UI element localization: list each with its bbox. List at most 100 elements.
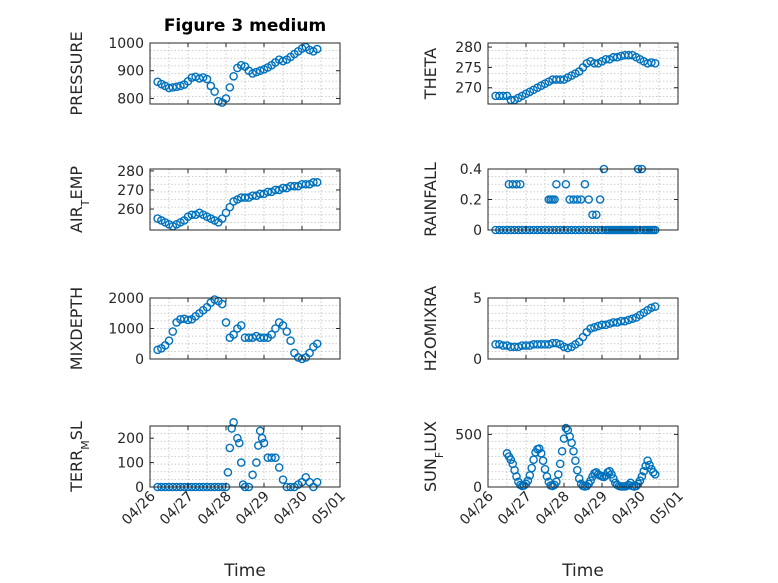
- y-axis-label: H2OMIXRA: [421, 286, 440, 372]
- data-point: [609, 474, 618, 483]
- data-point: [535, 444, 544, 453]
- data-point: [620, 316, 630, 326]
- y-tick-label: 0.2: [460, 193, 482, 209]
- data-point: [210, 295, 219, 304]
- subplot-8: 050004/2604/2704/2804/2904/3005/01SUNFLU…: [421, 421, 687, 581]
- y-tick-label: 0.4: [460, 162, 482, 178]
- data-point: [263, 187, 273, 197]
- grid-lines: [488, 169, 678, 230]
- data-point: [225, 443, 235, 453]
- data-point: [221, 208, 231, 218]
- data-point: [187, 210, 197, 220]
- data-point: [286, 336, 295, 346]
- subplot-2: 270 275 280 THETA: [421, 40, 679, 105]
- data-point: [236, 60, 246, 70]
- data-series: [491, 50, 660, 105]
- x-tick-label: 04/29: [571, 489, 611, 529]
- data-point: [628, 314, 637, 324]
- data-point: [278, 321, 288, 330]
- data-point: [647, 58, 656, 67]
- data-series: [153, 42, 322, 107]
- data-point: [588, 210, 597, 220]
- y-tick-label: 800: [117, 91, 144, 107]
- x-tick-label: 05/01: [647, 489, 687, 529]
- x-tick-label: 04/28: [195, 489, 235, 529]
- x-tick-label: 05/01: [309, 489, 349, 529]
- data-point: [248, 191, 257, 200]
- y-tick-label: 2000: [108, 291, 144, 307]
- data-point: [223, 468, 233, 477]
- y-axis-label: SUNFLUX: [421, 421, 446, 492]
- data-point: [236, 321, 246, 330]
- data-point: [278, 183, 288, 193]
- data-point: [612, 52, 622, 62]
- data-point: [255, 66, 265, 76]
- data-point: [271, 453, 280, 463]
- y-tick-label: 100: [117, 456, 144, 472]
- data-point: [538, 456, 548, 466]
- data-point: [573, 195, 582, 204]
- y-axis-label: RAINFALL: [421, 162, 440, 237]
- x-tick-label: 04/30: [609, 489, 649, 529]
- y-axis-label: AIRTEMP: [67, 166, 92, 233]
- data-point: [252, 67, 261, 77]
- y-tick-label: 275: [455, 60, 482, 76]
- data-series: [491, 302, 660, 353]
- data-point: [580, 179, 590, 189]
- data-point: [233, 433, 242, 443]
- y-tick-label: 200: [117, 431, 144, 447]
- data-point: [221, 318, 231, 327]
- data-point: [301, 179, 311, 189]
- data-point: [650, 470, 660, 479]
- data-point: [312, 44, 322, 54]
- data-point: [639, 466, 649, 476]
- data-point: [554, 470, 563, 479]
- y-tick-label: 280: [117, 164, 144, 180]
- data-point: [240, 193, 250, 202]
- data-point: [252, 458, 261, 467]
- data-point: [234, 438, 244, 448]
- data-point: [569, 446, 578, 456]
- data-point: [309, 178, 318, 187]
- data-point: [555, 459, 565, 469]
- y-axis-label: MIXDEPTH: [67, 287, 86, 370]
- data-point: [267, 453, 276, 463]
- data-point: [542, 472, 552, 481]
- subplot-5: 0 1000 2000 MIXDEPTH: [67, 287, 341, 370]
- data-point: [573, 465, 582, 475]
- data-point: [312, 339, 322, 349]
- y-axis-label: THETA: [421, 48, 440, 100]
- y-tick-label: 0: [473, 223, 482, 239]
- x-tick-label: 04/28: [533, 489, 573, 529]
- y-tick-label: 500: [455, 427, 482, 443]
- data-point: [210, 87, 219, 96]
- data-point: [516, 179, 525, 189]
- data-point: [290, 181, 299, 191]
- data-point: [645, 460, 654, 470]
- data-point: [236, 458, 246, 467]
- subplot-4: 0 0.2 0.4 RAINFALL: [421, 162, 679, 239]
- y-tick-label: 0: [135, 480, 144, 496]
- data-point: [512, 179, 521, 189]
- x-tick-label: 04/27: [495, 489, 535, 529]
- data-point: [561, 179, 571, 189]
- data-point: [647, 303, 656, 313]
- data-point: [607, 470, 616, 479]
- data-point: [217, 299, 227, 309]
- data-point: [259, 333, 269, 342]
- data-point: [552, 179, 561, 189]
- data-point: [586, 324, 595, 333]
- data-point: [584, 195, 594, 204]
- data-point: [267, 330, 276, 339]
- y-tick-label: 900: [117, 64, 144, 80]
- data-series: [502, 423, 660, 491]
- data-point: [259, 438, 269, 448]
- data-point: [278, 56, 288, 66]
- data-point: [202, 74, 212, 84]
- data-point: [650, 59, 660, 68]
- data-point: [601, 54, 611, 64]
- data-point: [624, 315, 633, 325]
- y-tick-label: 260: [117, 202, 144, 218]
- data-point: [561, 423, 571, 433]
